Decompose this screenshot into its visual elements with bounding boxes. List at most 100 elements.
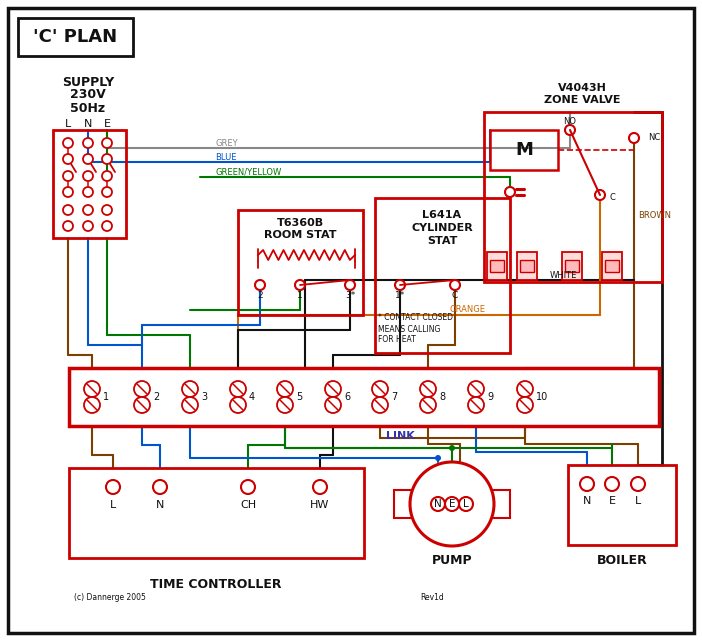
Bar [69, 368, 659, 426]
Text: STAT: STAT [427, 236, 457, 246]
Circle shape [230, 397, 246, 413]
Text: 1: 1 [103, 392, 109, 402]
Text: BROWN: BROWN [638, 210, 671, 219]
Text: M: M [515, 141, 533, 159]
Circle shape [63, 138, 73, 148]
Text: L: L [463, 499, 469, 509]
Circle shape [459, 497, 473, 511]
Circle shape [277, 397, 293, 413]
Text: L641A: L641A [423, 210, 461, 220]
Text: N: N [84, 119, 92, 129]
Circle shape [449, 445, 455, 451]
Circle shape [505, 187, 515, 197]
Text: E: E [103, 119, 110, 129]
Text: ZONE VALVE: ZONE VALVE [544, 95, 621, 105]
Text: N: N [583, 496, 591, 506]
Circle shape [431, 497, 445, 511]
Text: TIME CONTROLLER: TIME CONTROLLER [150, 578, 282, 592]
Circle shape [102, 171, 112, 181]
Text: 6: 6 [344, 392, 350, 402]
Circle shape [102, 221, 112, 231]
Circle shape [83, 205, 93, 215]
Bar [562, 252, 582, 280]
Circle shape [372, 381, 388, 397]
Circle shape [106, 480, 120, 494]
Text: PUMP: PUMP [432, 553, 472, 567]
Circle shape [230, 381, 246, 397]
Bar [53, 130, 126, 238]
Text: * CONTACT CLOSED: * CONTACT CLOSED [378, 313, 453, 322]
Text: (c) Dannerge 2005: (c) Dannerge 2005 [74, 594, 146, 603]
Bar [490, 260, 504, 272]
Circle shape [182, 381, 198, 397]
Circle shape [63, 205, 73, 215]
Text: ORANGE: ORANGE [450, 306, 486, 315]
Circle shape [629, 133, 639, 143]
Text: 8: 8 [439, 392, 445, 402]
Circle shape [631, 477, 645, 491]
Text: BOILER: BOILER [597, 553, 647, 567]
Text: HW: HW [310, 500, 330, 510]
Circle shape [84, 397, 100, 413]
Text: T6360B: T6360B [277, 218, 324, 228]
Circle shape [134, 397, 150, 413]
Bar [69, 468, 364, 558]
Circle shape [517, 381, 533, 397]
Circle shape [517, 397, 533, 413]
Text: LINK: LINK [385, 431, 414, 441]
Text: L: L [65, 119, 71, 129]
Circle shape [83, 154, 93, 164]
Circle shape [241, 480, 255, 494]
Text: 230V: 230V [70, 88, 106, 101]
Circle shape [102, 138, 112, 148]
Text: C: C [452, 292, 458, 301]
Circle shape [420, 381, 436, 397]
Bar [394, 490, 412, 518]
Bar [520, 260, 534, 272]
Text: GREEN/YELLOW: GREEN/YELLOW [215, 167, 282, 176]
Bar [238, 210, 363, 315]
Text: L: L [110, 500, 116, 510]
Circle shape [313, 480, 327, 494]
Circle shape [420, 397, 436, 413]
Circle shape [435, 455, 441, 461]
Text: Rev1d: Rev1d [420, 594, 444, 603]
Text: 5: 5 [296, 392, 303, 402]
Circle shape [277, 381, 293, 397]
Text: N: N [434, 499, 442, 509]
Text: 10: 10 [536, 392, 548, 402]
Text: 50Hz: 50Hz [70, 101, 105, 115]
Circle shape [468, 381, 484, 397]
Text: E: E [449, 499, 456, 509]
Text: MEANS CALLING: MEANS CALLING [378, 324, 440, 333]
Circle shape [63, 187, 73, 197]
Circle shape [102, 205, 112, 215]
Circle shape [63, 154, 73, 164]
Bar [18, 18, 133, 56]
Text: NC: NC [648, 133, 661, 142]
Bar [568, 465, 676, 545]
Bar [375, 198, 510, 353]
Circle shape [410, 462, 494, 546]
Text: CH: CH [240, 500, 256, 510]
Text: SUPPLY: SUPPLY [62, 76, 114, 88]
Circle shape [83, 221, 93, 231]
Text: C: C [610, 194, 616, 203]
Bar [602, 252, 622, 280]
Circle shape [102, 187, 112, 197]
Bar [484, 112, 662, 282]
Circle shape [372, 397, 388, 413]
Text: NO: NO [564, 117, 576, 126]
Text: WHITE: WHITE [550, 271, 577, 279]
Text: 9: 9 [487, 392, 493, 402]
Circle shape [468, 397, 484, 413]
Bar [487, 252, 507, 280]
Text: 4: 4 [249, 392, 255, 402]
Text: 2: 2 [257, 292, 263, 301]
Text: 3*: 3* [345, 292, 355, 301]
Circle shape [580, 477, 594, 491]
Circle shape [605, 477, 619, 491]
Circle shape [345, 280, 355, 290]
Bar [605, 260, 619, 272]
Circle shape [450, 280, 460, 290]
